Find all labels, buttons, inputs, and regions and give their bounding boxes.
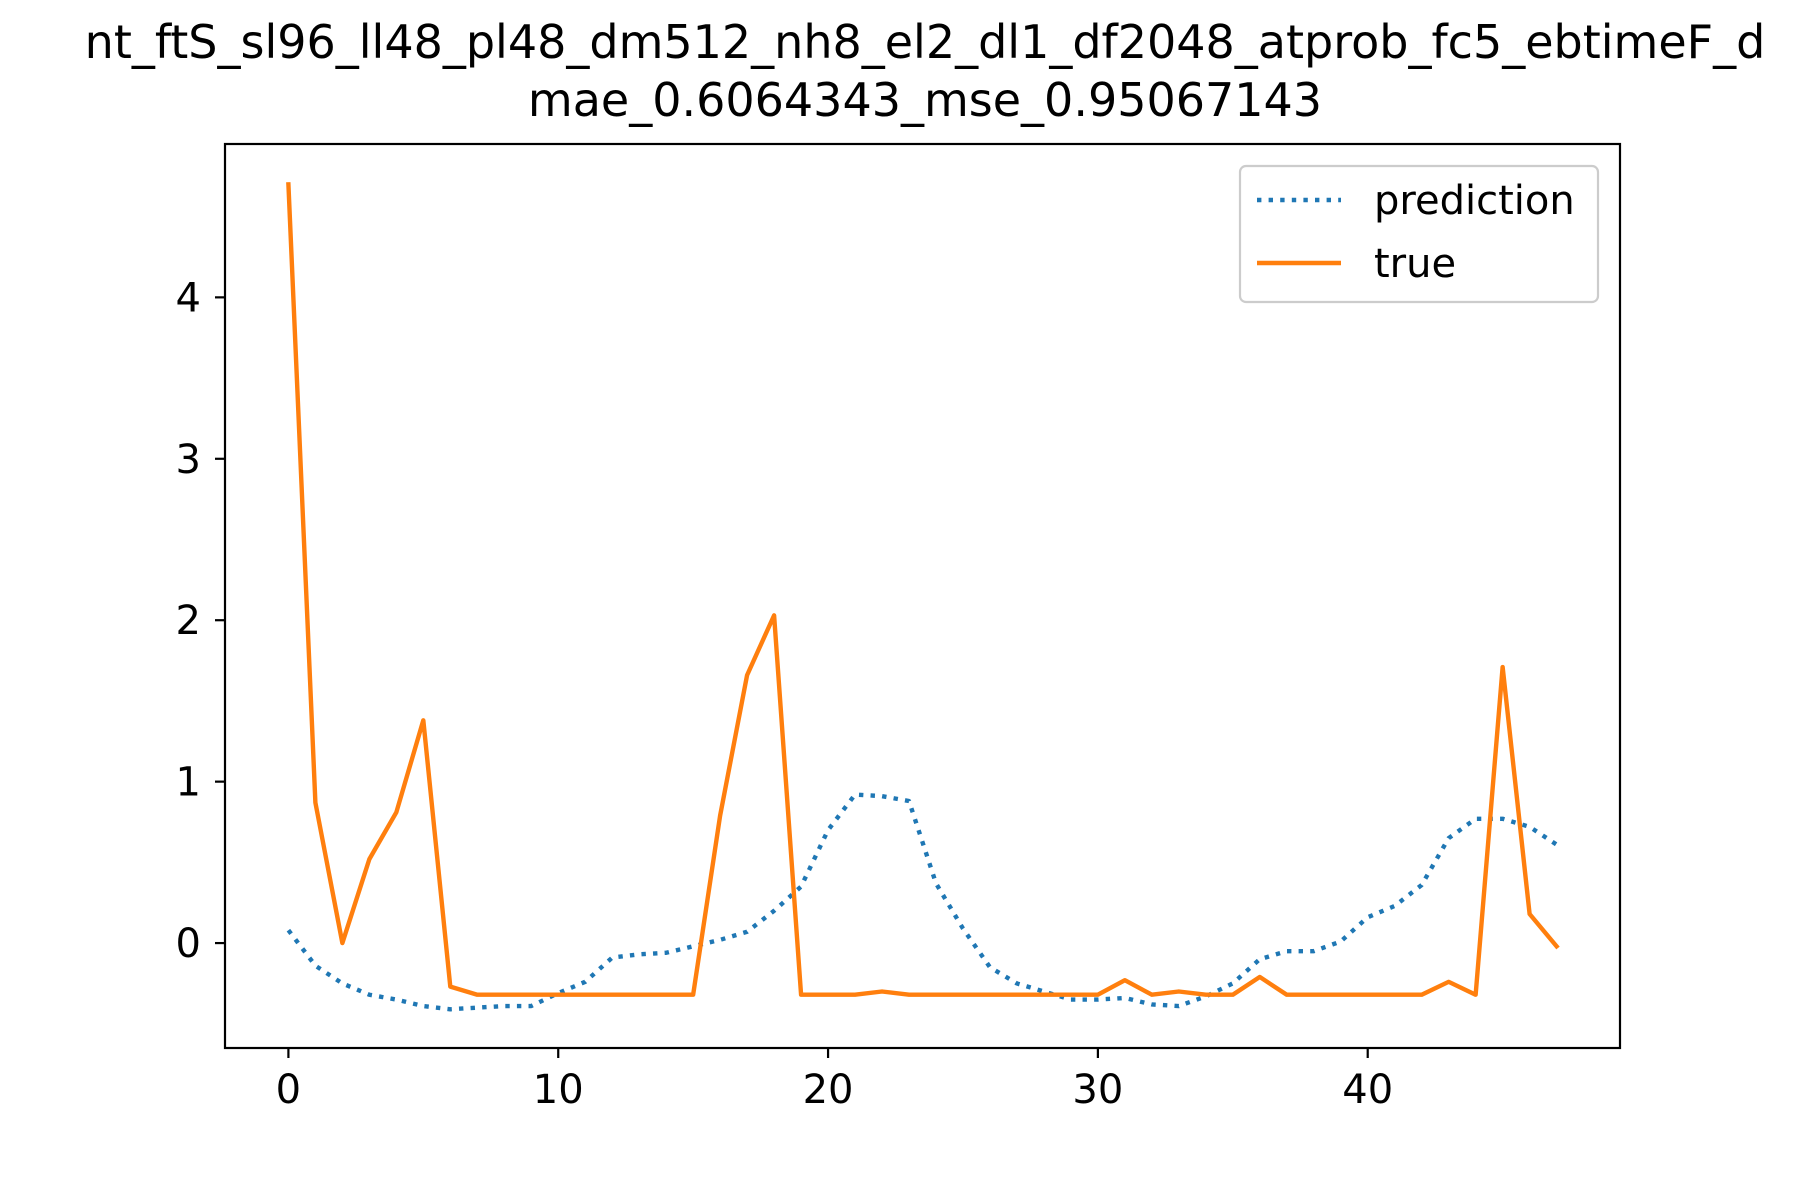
x-tick-label-40: 40 [1342, 1067, 1393, 1113]
x-tick-label-0: 0 [276, 1067, 301, 1113]
y-tick-label-3: 3 [176, 437, 201, 483]
plot-area-frame [223, 142, 1622, 1050]
series-line-prediction [286, 792, 1558, 1012]
chart-title-line1: nt_ftS_sl96_ll48_pl48_dm512_nh8_el2_dl1_… [85, 15, 1766, 69]
chart-title-line2: mae_0.6064343_mse_0.95067143 [528, 73, 1322, 127]
x-tick-label-30: 30 [1072, 1067, 1123, 1113]
series-layer [286, 182, 1560, 1012]
y-tick-label-2: 2 [176, 598, 201, 644]
axes-layer: 0 10 20 30 40 0 1 2 3 4 [176, 275, 1394, 1113]
series-line-true [286, 182, 1560, 997]
y-tick-label-1: 1 [176, 760, 201, 806]
x-tick-label-20: 20 [803, 1067, 854, 1113]
legend-label-prediction: prediction [1374, 178, 1575, 224]
legend: prediction true [1238, 164, 1600, 304]
x-tick-label-10: 10 [533, 1067, 584, 1113]
y-tick-label-0: 0 [176, 921, 201, 967]
legend-label-true: true [1374, 241, 1456, 287]
y-tick-label-4: 4 [176, 275, 201, 321]
